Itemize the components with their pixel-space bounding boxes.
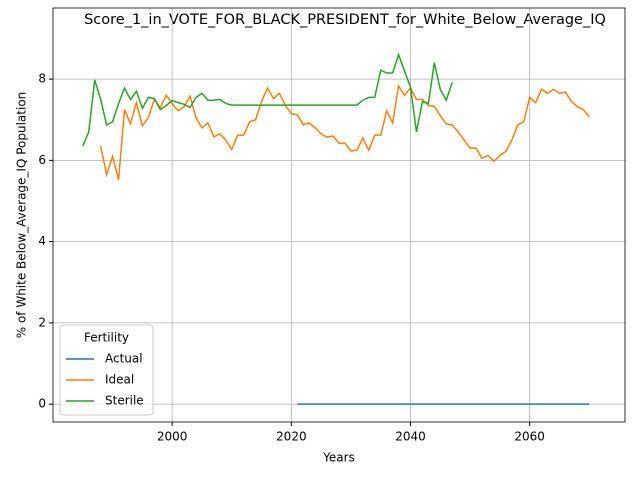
x-tick-label: 2020 — [276, 430, 307, 444]
x-tick-label: 2000 — [157, 430, 188, 444]
legend-box — [59, 324, 154, 416]
chart-title: Score_1_in_VOTE_FOR_BLACK_PRESIDENT_for_… — [84, 12, 606, 28]
line-series — [82, 52, 453, 147]
y-tick-label: 8 — [38, 72, 46, 86]
y-tick-label: 4 — [38, 234, 46, 248]
y-axis-label: % of White Below_Average_IQ Population — [15, 92, 29, 339]
legend-label: Actual — [105, 352, 143, 366]
line-series — [99, 83, 590, 181]
legend-label: Sterile — [105, 394, 144, 408]
x-tick-label: 2040 — [395, 430, 426, 444]
legend-title: Fertility — [84, 331, 129, 345]
y-tick-label: 6 — [38, 153, 46, 167]
legend-label: Ideal — [105, 373, 134, 387]
y-tick-label: 2 — [38, 315, 46, 329]
x-tick-label: 2060 — [514, 430, 545, 444]
x-axis-label: Years — [322, 451, 355, 465]
plot-frame — [52, 7, 626, 423]
y-tick-label: 0 — [38, 397, 46, 411]
